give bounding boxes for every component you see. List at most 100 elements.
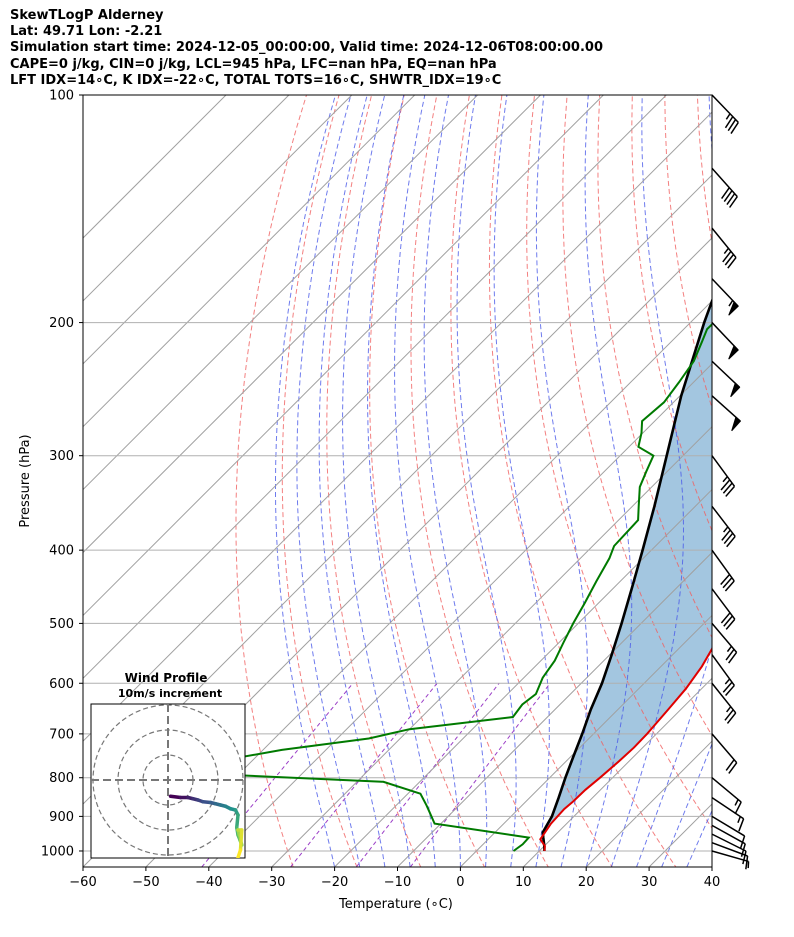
isotherm (208, 363, 712, 867)
wind-barb-feather (721, 529, 731, 541)
wind-barb-shaft (711, 588, 736, 620)
wind-barb-shaft (711, 622, 738, 653)
wind-barb-feather (725, 485, 736, 497)
wind-barb (711, 322, 739, 360)
wind-barb (711, 167, 738, 208)
wind-barb-half-feather (734, 799, 739, 806)
wind-barb (711, 833, 747, 865)
x-tick-label: 30 (641, 875, 658, 890)
y-tick-label: 1000 (41, 844, 74, 859)
mixing-ratio-line (290, 682, 438, 867)
wind-barb (711, 733, 738, 774)
y-tick-label: 200 (49, 316, 74, 331)
time-line: Simulation start time: 2024-12-05_00:00:… (10, 40, 603, 56)
y-tick-label: 700 (49, 727, 74, 742)
moist-adiabat (394, 95, 461, 867)
wind-barb-feather (745, 855, 749, 870)
header: SkewTLogP Alderney Lat: 49.71 Lon: -2.21… (10, 8, 603, 89)
wind-barb (711, 227, 737, 269)
wind-barb-shaft (711, 167, 738, 198)
isotherm (83, 95, 604, 617)
wind-barb (711, 796, 745, 832)
inset-subtitle: 10m/s increment (118, 687, 222, 700)
wind-barb (711, 588, 736, 630)
wind-barb-shaft (711, 733, 738, 764)
x-tick-label: 20 (578, 875, 595, 890)
isotherm (83, 95, 416, 428)
wind-barb-shaft (711, 777, 742, 803)
hodograph-segment (235, 813, 240, 830)
wind-barb-feather (720, 612, 731, 624)
wind-barb-flag (728, 301, 739, 316)
wind-barb-feather (724, 580, 735, 592)
x-tick-label: −20 (321, 875, 348, 890)
wind-barb-feather (720, 573, 731, 586)
wind-barb-feather (722, 482, 733, 494)
temperature-line (539, 646, 712, 852)
hodograph-body (91, 704, 245, 858)
indices-line-2: LFT IDX=14∘C, K IDX=-22∘C, TOTAL TOTS=16… (10, 72, 502, 88)
wind-barb-shaft (711, 824, 746, 845)
dry-adiabat (763, 95, 794, 882)
wind-barb (711, 682, 737, 724)
isotherm (460, 614, 712, 867)
wind-barb (711, 654, 735, 696)
wind-barb-feather (721, 187, 730, 199)
parcel-profile-line (541, 297, 712, 852)
cape-shaded-area (540, 301, 712, 851)
wind-barb-shaft (711, 549, 735, 582)
wind-barb-shaft (711, 94, 739, 123)
moist-adiabat (610, 95, 684, 867)
moist-adiabat (661, 742, 712, 867)
wind-barb-feather (724, 709, 734, 721)
mixing-ratio-line (409, 682, 551, 867)
wind-barb-feather (723, 190, 733, 202)
isotherm (83, 95, 541, 554)
wind-barb-feather (723, 532, 734, 545)
x-axis-label: Temperature (∘C) (338, 897, 453, 912)
moist-adiabat (456, 95, 517, 867)
isotherm (145, 300, 712, 867)
dry-adiabat (562, 95, 712, 737)
dry-adiabat (281, 95, 358, 867)
dry-adiabat (730, 95, 794, 882)
wind-barb (711, 622, 738, 664)
indices-line-1: CAPE=0 j/kg, CIN=0 j/kg, LCL=945 hPa, LF… (10, 56, 497, 72)
wind-barb (711, 505, 736, 548)
wind-barb (711, 549, 735, 592)
moist-adiabat (275, 95, 336, 867)
moist-adiabat (342, 95, 411, 867)
inset-title: Wind Profile (125, 671, 208, 685)
isotherm (397, 551, 712, 867)
wind-barb (711, 841, 749, 870)
wind-barb-feather (742, 850, 747, 865)
axes-layer: −60 −50 −40 −30 −20 −10 0 10 20 30 40 100 200 300 400 5… (41, 89, 720, 891)
x-tick-label: 40 (704, 875, 721, 890)
wind-barb-feather (728, 651, 738, 664)
wind-barb-flag (728, 344, 739, 360)
wind-barb (711, 94, 739, 134)
wind-barb-feather (726, 712, 737, 724)
wind-barb-feather (728, 762, 738, 774)
wind-barb-half-feather (728, 300, 734, 307)
wind-barb-feather (724, 254, 735, 266)
wind-barb (711, 360, 741, 398)
wind-barb-shaft (711, 841, 748, 857)
y-tick-label: 900 (49, 810, 74, 825)
wind-barb-half-feather (723, 526, 729, 533)
wind-barb-feather (727, 257, 737, 269)
wind-barb-flag (730, 382, 741, 398)
wind-barbs-layer (711, 94, 750, 870)
wind-barb-feather (726, 193, 736, 205)
wind-barb-feather (725, 648, 735, 661)
x-tick-label: −50 (132, 875, 159, 890)
isotherm (83, 95, 227, 239)
hodograph-segment (236, 848, 243, 858)
wind-barb-shaft (711, 833, 747, 852)
x-tick-label: −10 (384, 875, 411, 890)
location-line: Lat: 49.71 Lon: -2.21 (10, 24, 163, 40)
y-tick-label: 800 (49, 771, 74, 786)
wind-barb-feather (720, 479, 731, 491)
wind-barb-half-feather (726, 706, 732, 713)
